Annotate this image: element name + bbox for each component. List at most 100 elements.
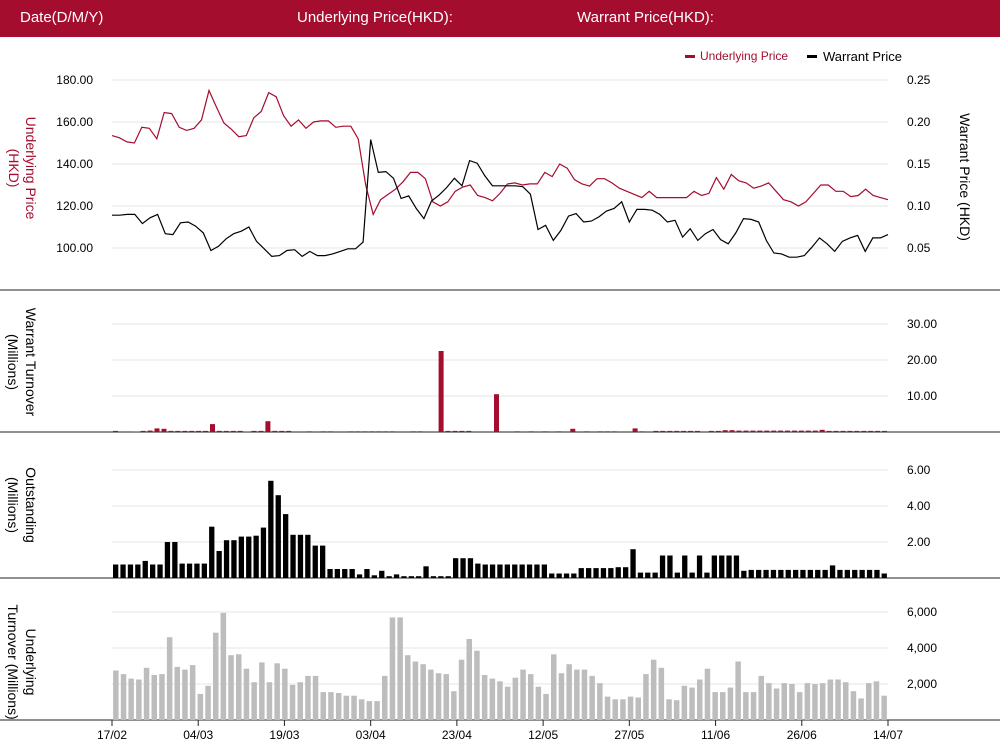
outstanding-bar (623, 567, 629, 578)
outstanding-bar (497, 564, 503, 578)
outstanding-bar (356, 574, 363, 578)
warrant-turnover-bar (376, 431, 382, 432)
underlying-turnover-bar (358, 699, 365, 720)
outstanding-bar (859, 569, 865, 578)
outstanding-bar (719, 555, 725, 578)
warrant-turnover-axis-label: Warrant Turnover(Millions) (5, 308, 39, 417)
outstanding-bar (120, 564, 126, 578)
outstanding-bar (305, 534, 311, 578)
warrant-turnover-bar (584, 431, 590, 432)
underlying-turnover-bar (843, 682, 849, 720)
warrant-turnover-bar (327, 431, 333, 432)
underlying-turnover-bar (812, 684, 818, 720)
warrant-turnover-bar (154, 428, 160, 432)
underlying-turnover-bar (458, 659, 465, 720)
underlying-turnover-bar (474, 650, 480, 720)
underlying-turnover-bar (182, 669, 188, 720)
underlying-turnover-bar (143, 667, 150, 720)
outstanding-bar (652, 572, 658, 578)
outstanding-bar (793, 569, 799, 578)
warrant-turnover-bar (369, 431, 375, 432)
underlying-turnover-bar (551, 654, 557, 720)
y-left-tick-label: 180.00 (56, 73, 93, 87)
outstanding-bar (430, 576, 437, 578)
underlying-turnover-bar (366, 701, 373, 720)
warrant-turnover-bar (674, 430, 680, 432)
outstanding-bar (829, 565, 836, 578)
outstanding-bar (586, 568, 592, 578)
outstanding-bar (741, 570, 747, 578)
warrant-turnover-bar (223, 430, 229, 432)
outstanding-bar (453, 558, 459, 578)
outstanding-bar (157, 564, 163, 578)
outstanding-bar (334, 569, 340, 578)
warrant-turnover-bar (875, 430, 881, 432)
warrant-turnover-bar (708, 430, 714, 432)
warrant-turnover-bar (688, 430, 693, 432)
outstanding-bar (246, 536, 252, 578)
underlying-turnover-bar (174, 666, 180, 720)
outstanding-bar (475, 563, 481, 578)
underlying-turnover-bar (750, 692, 757, 720)
warrant-turnover-bar (140, 430, 146, 432)
underlying-turnover-bar (405, 655, 411, 720)
outstanding-bar (231, 540, 237, 578)
underlying-turnover-bar (343, 695, 350, 720)
underlying-turnover-bar (297, 682, 303, 720)
outstanding-bar (312, 545, 318, 578)
outstanding-bar (571, 573, 577, 578)
warrant-turnover-bar (355, 431, 361, 432)
outstanding-bar (852, 569, 858, 578)
warrant-turnover-bar (868, 430, 874, 432)
outstanding-bar (401, 576, 407, 578)
warrant-turnover-bar (390, 431, 396, 432)
outstanding-axis-label: Outstanding(Millions) (5, 467, 39, 543)
underlying-turnover-bar (451, 691, 457, 720)
underlying-turnover-bar (712, 692, 718, 720)
outstanding-bar (349, 569, 355, 578)
underlying-turnover-bar (804, 683, 811, 720)
outstanding-bars (113, 480, 887, 578)
underlying-turnover-bar (597, 683, 603, 720)
outstanding-bar (283, 514, 289, 578)
warrant-turnover-grid (112, 323, 888, 397)
outstanding-bar (682, 555, 688, 578)
underlying-turnover-bar (566, 664, 572, 720)
underlying-turnover-bar (658, 667, 665, 720)
warrant-turnover-bar (272, 430, 278, 432)
underlying-turnover-bar (128, 678, 134, 720)
warrant-turnover-bar (778, 430, 784, 432)
outstanding-bar (866, 569, 873, 578)
y-right-tick-label: 0.10 (907, 199, 931, 213)
warrant-turnover-bar (175, 430, 181, 432)
warrant-turnover-bar (286, 430, 292, 432)
warrant-price-label: Warrant Price(HKD): (577, 9, 714, 26)
underlying-turnover-bar (466, 639, 472, 720)
warrant-turnover-bar (861, 430, 867, 432)
underlying-turnover-bar (305, 675, 311, 720)
warrant-turnover-bar (362, 431, 368, 432)
warrant-turnover-bar (542, 431, 548, 432)
warrant-turnover-tick-label: 10.00 (907, 389, 937, 403)
outstanding-bar (113, 564, 119, 578)
warrant-turnover-bar (168, 430, 174, 432)
outstanding-bar (726, 555, 732, 578)
warrant-turnover-bar (113, 430, 118, 432)
warrant-turnover-tick-label: 20.00 (907, 353, 937, 367)
outstanding-bar (556, 573, 562, 578)
outstanding-bar (223, 540, 230, 578)
y-right-tick-label: 0.15 (907, 157, 931, 171)
outstanding-bar (482, 564, 488, 578)
underlying-price-line (111, 88, 889, 217)
outstanding-bar (186, 563, 193, 578)
underlying-turnover-bar (151, 675, 157, 720)
outstanding-bar (297, 534, 304, 578)
underlying-turnover-bar (236, 654, 242, 720)
underlying-turnover-bar (743, 692, 749, 720)
outstanding-bar (379, 570, 385, 578)
warrant-turnover-bars (113, 351, 887, 432)
legend-warrant-swatch (807, 55, 817, 58)
outstanding-bar (711, 555, 717, 578)
warrant-turnover-bar (604, 431, 610, 432)
warrant-turnover-bar (216, 430, 222, 432)
